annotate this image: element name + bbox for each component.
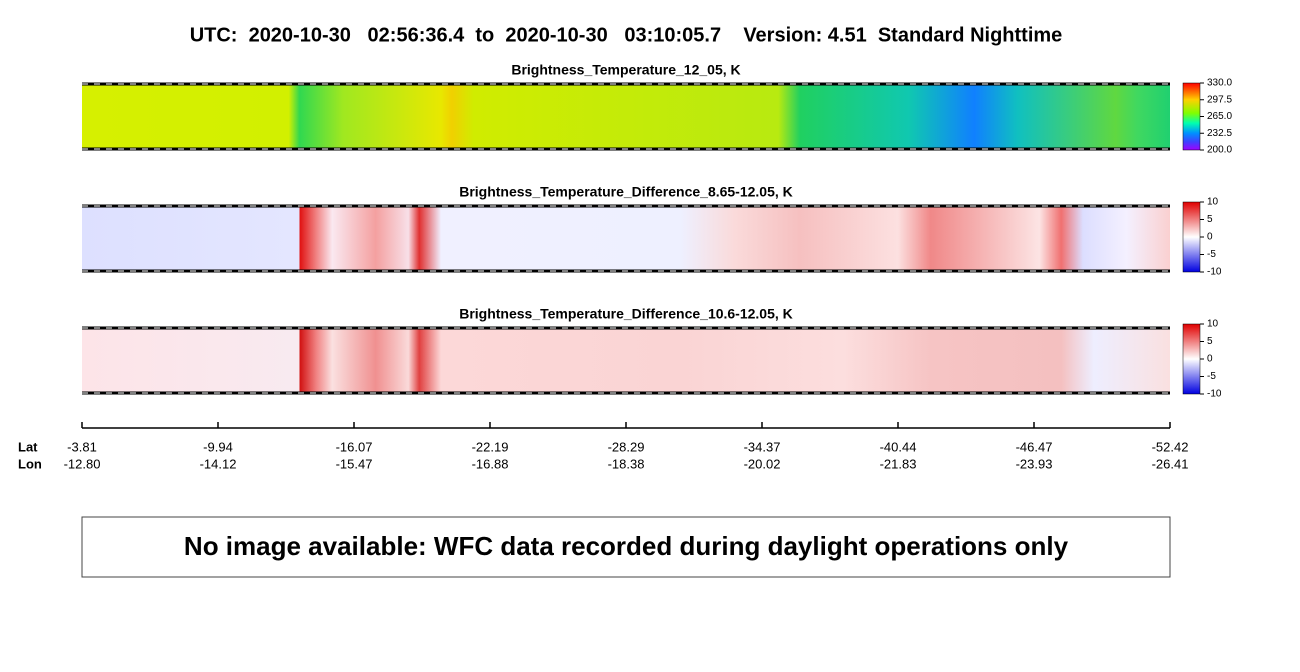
colorbar-tick-label: 5 [1207,214,1213,225]
page-title: UTC: 2020-10-30 02:56:36.4 to 2020-10-30… [190,24,1063,46]
colorbar-tick-label: 200.0 [1207,145,1232,156]
lon-tick-label: -18.38 [608,456,645,471]
lon-tick-label: -16.88 [472,456,509,471]
lat-tick-label: -46.47 [1016,439,1053,454]
lat-tick-label: -9.94 [203,439,233,454]
colorbar-tick-label: 5 [1207,336,1213,347]
message: No image available: WFC data recorded du… [184,531,1069,561]
colorbar-tick-label: 0 [1207,232,1213,243]
lat-tick-label: -28.29 [608,439,645,454]
panel-title: Brightness_Temperature_Difference_10.6-1… [459,306,793,322]
colorbar [1182,201,1201,273]
lat-tick-label: -52.42 [1152,439,1189,454]
colorbar-tick-label: -5 [1207,249,1216,260]
lon-tick-label: -15.47 [336,456,373,471]
colorbar-tick-label: 10 [1207,319,1219,330]
lon-tick-label: -26.41 [1152,456,1189,471]
lon-label: Lon [18,456,42,471]
colorbar-tick-label: -10 [1207,389,1222,400]
lat-tick-label: -16.07 [336,439,373,454]
colorbar [1182,82,1201,151]
image-strip [82,83,1170,150]
lon-tick-label: -21.83 [880,456,917,471]
colorbar-tick-label: 265.0 [1207,111,1232,122]
lon-tick-label: -23.93 [1016,456,1053,471]
colorbar [1182,323,1201,395]
lat-tick-label: -22.19 [472,439,509,454]
image-strip [82,327,1170,394]
lon-tick-label: -12.80 [64,456,101,471]
colorbar-tick-label: 330.0 [1207,78,1232,89]
colorbar-tick-label: 232.5 [1207,128,1232,139]
colorbar-tick-label: 0 [1207,354,1213,365]
lon-tick-label: -20.02 [744,456,781,471]
colorbar-tick-label: 10 [1207,197,1219,208]
lat-tick-label: -40.44 [880,439,917,454]
lat-tick-label: -34.37 [744,439,781,454]
message-box [81,516,1171,578]
lat-tick-label: -3.81 [67,439,97,454]
colorbar-tick-label: 297.5 [1207,94,1232,105]
image-strip [82,205,1170,272]
panel-title: Brightness_Temperature_12_05, K [511,62,740,78]
colorbar-tick-label: -10 [1207,267,1222,278]
panel-title: Brightness_Temperature_Difference_8.65-1… [459,184,793,200]
lat-label: Lat [18,439,38,454]
lon-tick-label: -14.12 [200,456,237,471]
colorbar-tick-label: -5 [1207,371,1216,382]
